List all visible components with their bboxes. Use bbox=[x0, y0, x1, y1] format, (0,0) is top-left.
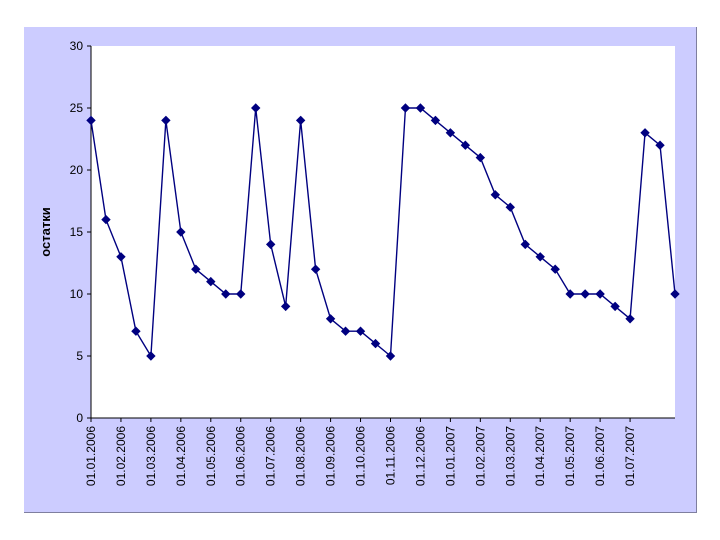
y-tick-label: 30 bbox=[70, 39, 84, 53]
data-point-marker bbox=[161, 115, 171, 126]
data-point-marker bbox=[445, 128, 456, 138]
x-tick-label: 01.09.2006 bbox=[324, 426, 338, 486]
line-chart: остатки 0 5 10 15 20 25 30 01.01.2006 01.02.200… bbox=[38, 39, 680, 486]
x-tick-label: 01.11.2006 bbox=[383, 426, 397, 485]
data-point-marker bbox=[146, 351, 156, 361]
x-tick-label: 01.05.2006 bbox=[204, 426, 218, 486]
data-point-marker bbox=[550, 264, 560, 274]
data-point-marker bbox=[176, 227, 186, 237]
data-point-marker bbox=[640, 128, 650, 138]
x-tick-label: 01.03.2006 bbox=[144, 426, 158, 486]
x-tick-label: 01.08.2006 bbox=[294, 426, 308, 486]
x-tick-label: 01.01.2007 bbox=[443, 426, 457, 486]
x-tick-label: 01.02.2006 bbox=[114, 426, 128, 486]
data-point-marker bbox=[206, 276, 216, 287]
x-tick-label: 01.05.2007 bbox=[563, 426, 577, 486]
x-tick-label: 01.07.2007 bbox=[623, 426, 637, 486]
data-point-marker bbox=[86, 115, 96, 126]
series-line bbox=[90, 107, 676, 359]
x-tick-label: 01.07.2006 bbox=[264, 426, 278, 486]
x-tick-label: 01.03.2007 bbox=[503, 426, 517, 486]
data-point-marker bbox=[520, 239, 530, 250]
x-tick-label: 01.12.2006 bbox=[413, 426, 427, 486]
y-tick-label: 5 bbox=[76, 349, 83, 363]
data-point-marker bbox=[535, 252, 545, 262]
data-point-marker bbox=[310, 264, 321, 274]
data-point-marker bbox=[595, 289, 605, 299]
y-tick-label: 25 bbox=[70, 101, 84, 115]
data-point-marker bbox=[460, 140, 471, 150]
x-tick-label: 01.02.2007 bbox=[473, 426, 487, 486]
data-point-marker bbox=[430, 115, 441, 126]
data-point-marker bbox=[280, 301, 291, 312]
data-point-marker bbox=[131, 326, 141, 336]
data-point-marker bbox=[490, 190, 501, 200]
x-tick-label: 01.04.2006 bbox=[174, 426, 188, 486]
y-tick-label: 15 bbox=[70, 225, 84, 239]
data-point-marker bbox=[265, 239, 276, 250]
data-point-marker bbox=[340, 326, 351, 336]
data-point-marker bbox=[236, 289, 246, 299]
x-tick-label: 01.04.2007 bbox=[533, 426, 547, 486]
x-tick-label: 01.10.2006 bbox=[354, 426, 368, 486]
y-tick-label: 0 bbox=[76, 411, 83, 425]
data-point-marker bbox=[565, 289, 575, 299]
data-point-marker bbox=[325, 314, 336, 324]
data-point-marker bbox=[475, 152, 486, 163]
x-tick-label: 01.06.2007 bbox=[593, 426, 607, 486]
series-line-group bbox=[90, 107, 676, 359]
y-tick-labels: 0 5 10 15 20 25 30 bbox=[70, 39, 84, 425]
data-point-marker bbox=[415, 103, 426, 113]
data-point-marker bbox=[355, 326, 366, 336]
data-point-marker bbox=[505, 202, 515, 212]
data-point-marker bbox=[625, 314, 635, 324]
data-point-marker bbox=[191, 264, 201, 274]
data-point-marker bbox=[116, 252, 126, 262]
x-tick-label: 01.01.2006 bbox=[84, 426, 98, 486]
y-axis-title: остатки bbox=[38, 207, 53, 256]
axes bbox=[87, 45, 675, 422]
data-point-marker bbox=[400, 103, 411, 113]
data-point-marker bbox=[580, 289, 590, 299]
data-point-marker bbox=[221, 289, 231, 299]
data-point-marker bbox=[251, 103, 261, 113]
data-point-marker bbox=[101, 214, 111, 225]
data-point-marker bbox=[385, 351, 396, 361]
y-tick-label: 10 bbox=[70, 287, 84, 301]
data-point-marker bbox=[670, 289, 680, 299]
y-tick-label: 20 bbox=[70, 163, 84, 177]
x-tick-labels: 01.01.2006 01.02.2006 01.03.2006 01.04.2006… bbox=[84, 426, 637, 486]
data-point-marker bbox=[295, 115, 306, 126]
chart-area: остатки 0 5 10 15 20 25 30 01.01.2006 01.02.200… bbox=[24, 27, 697, 513]
data-point-marker bbox=[610, 301, 620, 312]
x-tick-label: 01.06.2006 bbox=[234, 426, 248, 486]
data-point-marker bbox=[370, 338, 381, 349]
plot-area bbox=[91, 46, 675, 418]
data-point-marker bbox=[655, 140, 665, 150]
series-markers bbox=[86, 103, 680, 361]
